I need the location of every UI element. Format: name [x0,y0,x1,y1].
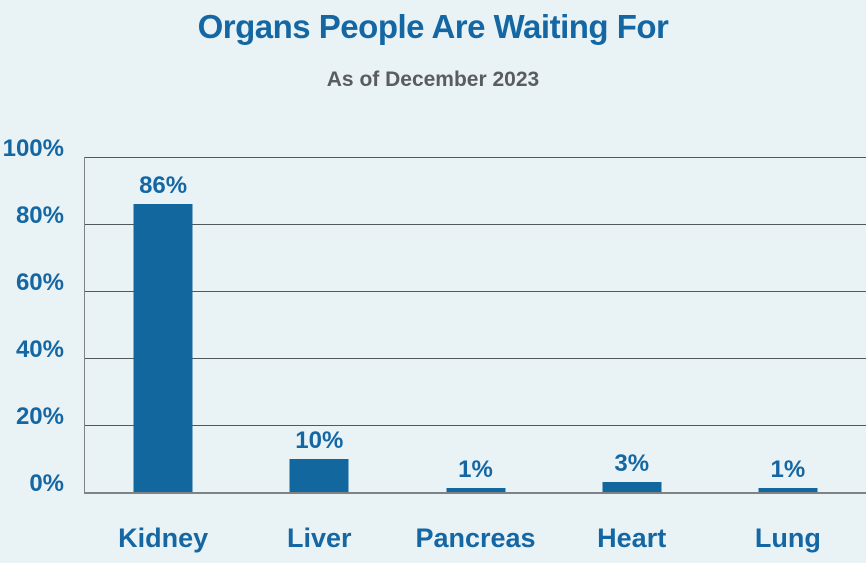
category-label-heart: Heart [597,523,667,553]
gridline-20 [85,425,866,426]
category-label-liver: Liver [287,523,352,553]
value-label-kidney: 86% [139,171,188,199]
bar-lung [758,488,818,492]
value-label-pancreas: 1% [458,455,493,483]
gridline-60 [85,291,866,292]
value-label-heart: 3% [614,449,650,477]
bar-pancreas [446,488,505,492]
y-axis-tick-label: 20% [15,403,64,430]
y-axis-tick-label: 80% [15,202,64,229]
value-label-lung: 1% [770,455,806,483]
gridline-100 [85,157,866,158]
bar-liver [289,458,349,492]
category-label-lung: Lung [754,523,821,553]
bar-heart [602,481,662,492]
category-label-pancreas: Pancreas [415,523,536,553]
gridline-80 [85,224,866,225]
value-label-liver: 10% [295,426,344,454]
y-axis-tick-label: 0% [29,470,64,497]
chart-subtitle: As of December 2023 [326,68,540,91]
y-axis-tick-label: 60% [15,269,64,296]
gridline-40 [85,358,866,359]
category-label-kidney: Kidney [118,523,209,553]
y-axis-tick-label: 40% [15,336,64,363]
y-axis-tick-label: 100% [2,135,64,162]
plot-area: 0% 20% 40% 60% 80% 100% 86% Kidney 10% Liver 1% Pan… [3,137,866,552]
bar-kidney [133,203,193,492]
chart-title: Organs People Are Waiting For [197,8,669,45]
